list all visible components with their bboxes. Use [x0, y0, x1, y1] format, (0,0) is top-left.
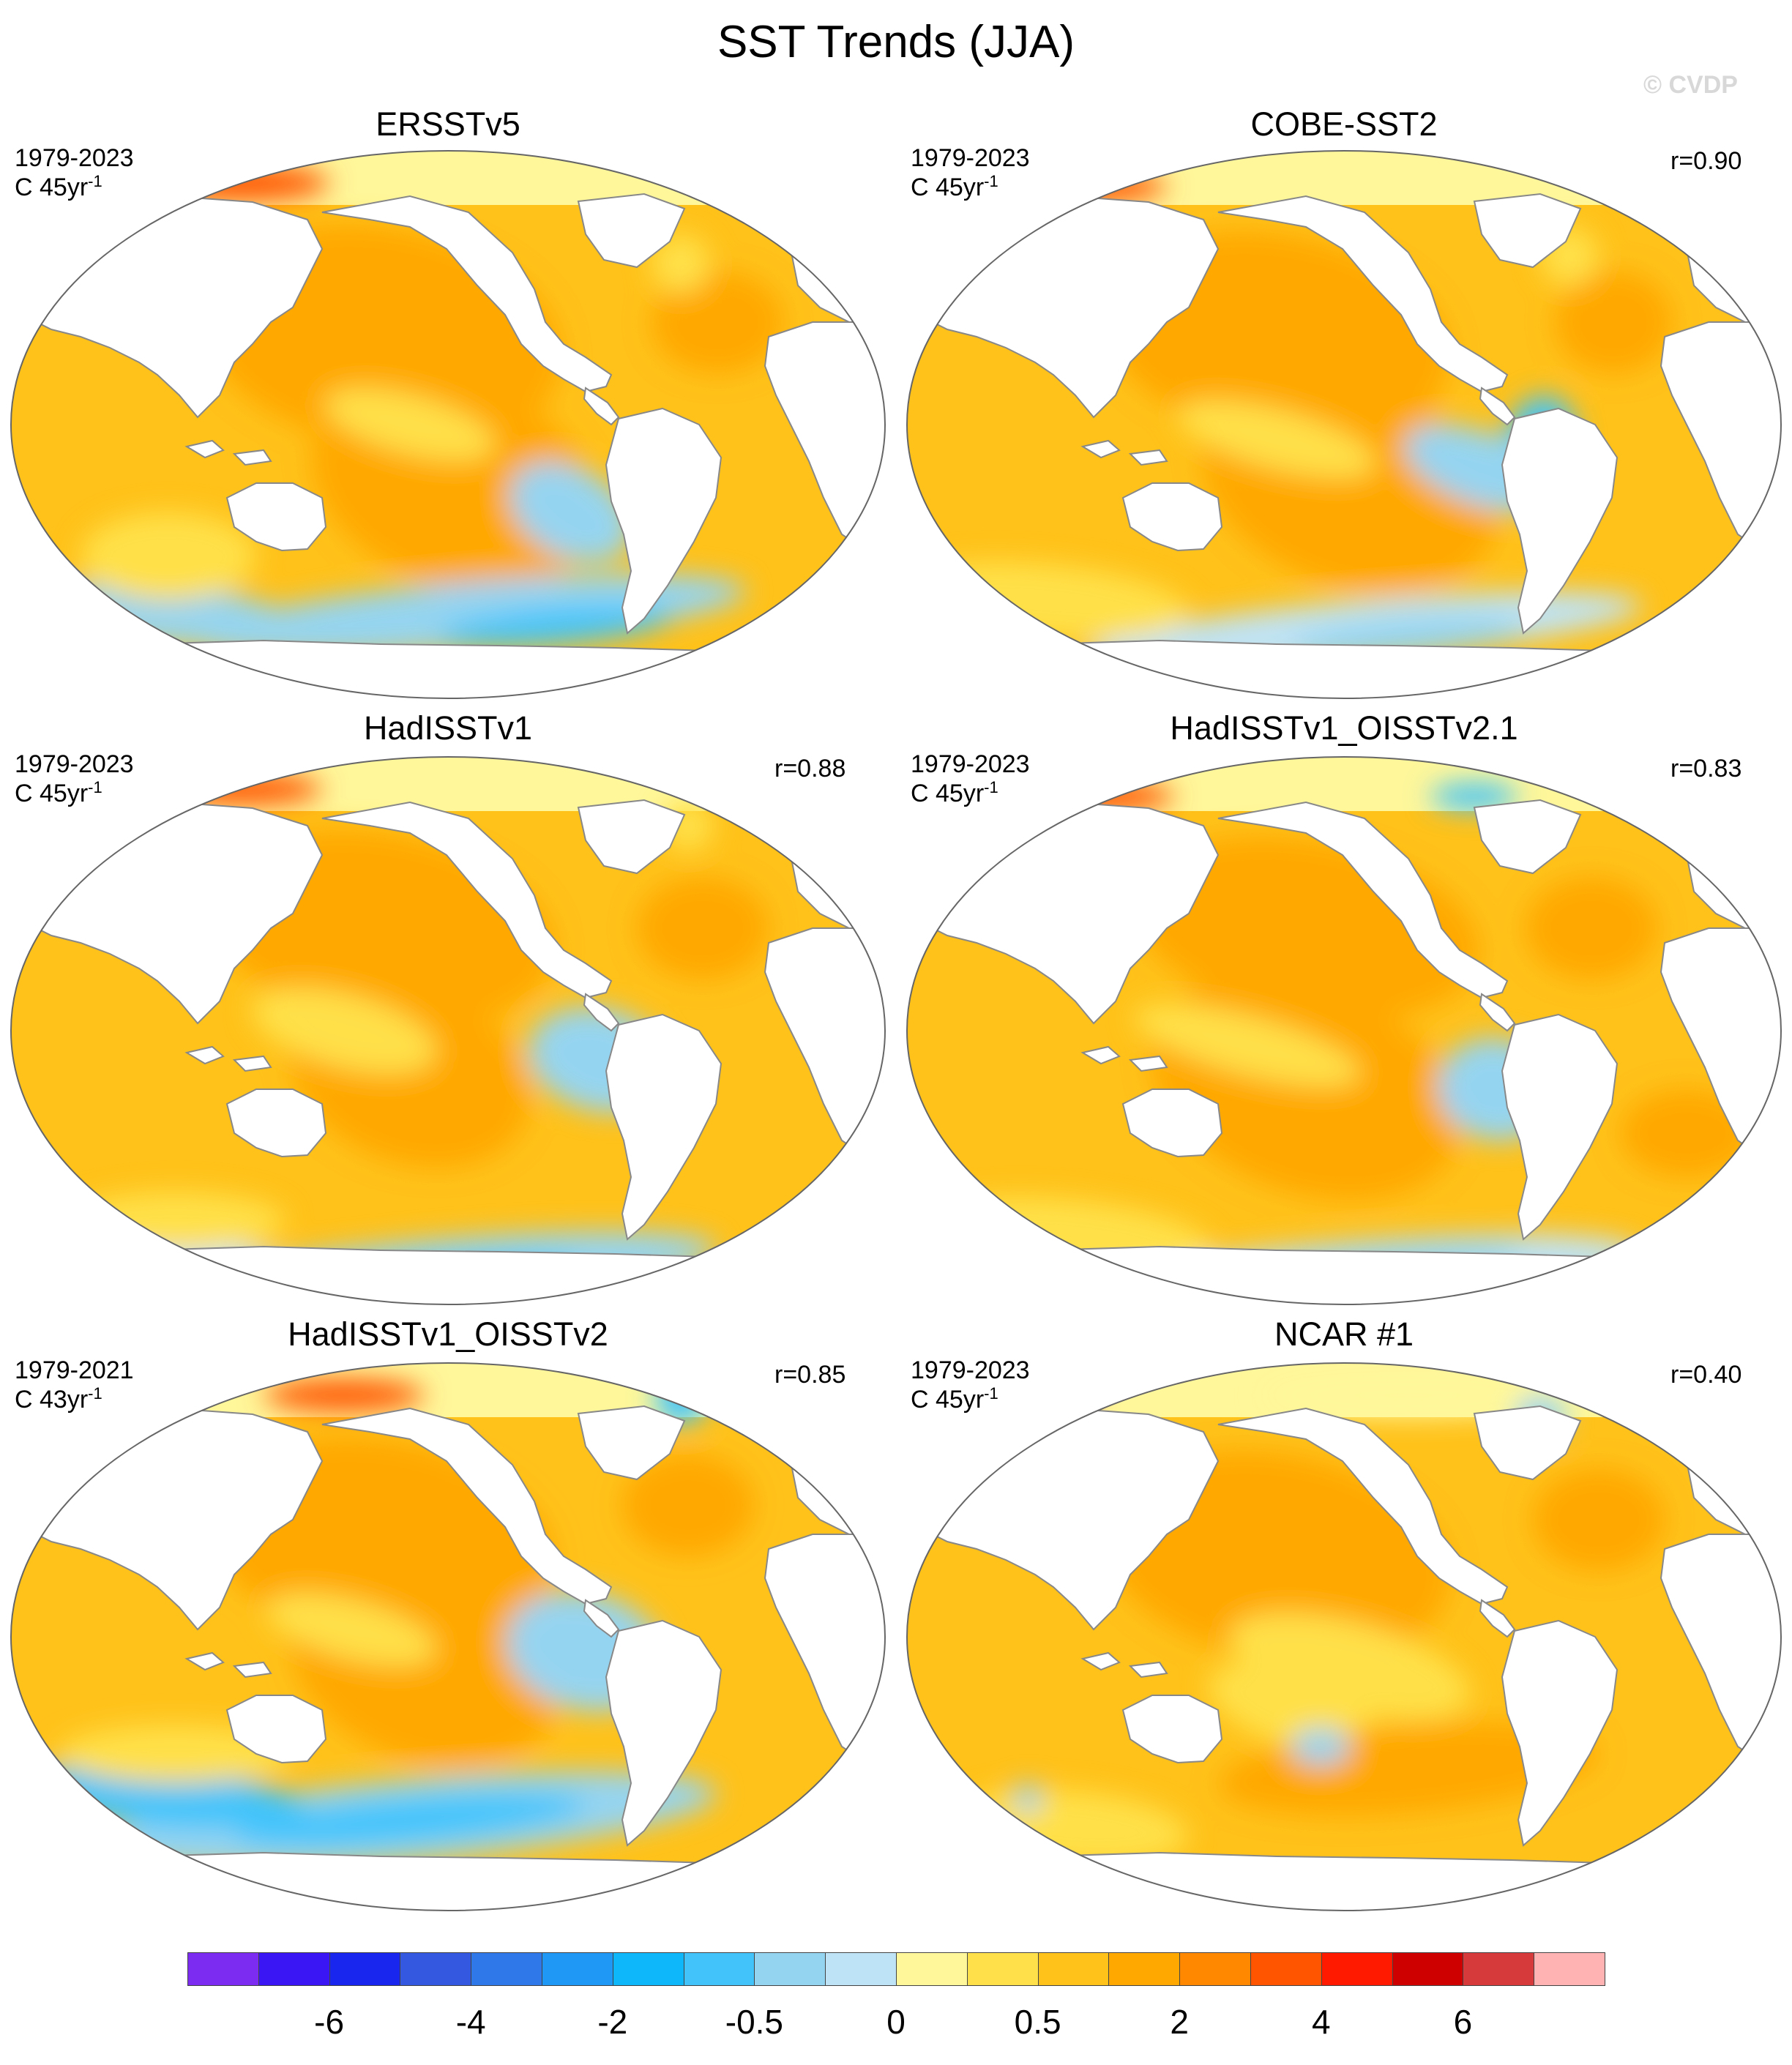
- colorbar-cell: [683, 1952, 755, 1986]
- colorbar-tick-label: 0: [886, 2003, 906, 2041]
- colorbar-cell: [612, 1952, 684, 1986]
- figure-title: SST Trends (JJA): [717, 17, 1075, 67]
- colorbar-cell: [400, 1952, 472, 1986]
- unit-label: C 45yr-1: [911, 1384, 998, 1414]
- panel-title: HadISSTv1: [363, 709, 533, 747]
- unit-label: C 43yr-1: [15, 1384, 102, 1414]
- unit-label: C 45yr-1: [15, 172, 102, 202]
- map-ersstv5: [10, 150, 886, 699]
- correlation-label: r=0.88: [774, 755, 846, 783]
- panel-info: 1979-2023 C 45yr-1: [911, 143, 1030, 202]
- unit-label: C 45yr-1: [911, 778, 998, 808]
- colorbar-cell: [471, 1952, 542, 1986]
- period-label: 1979-2023: [911, 750, 1030, 778]
- map-hadisstv1-oisstv2-1: [906, 756, 1782, 1305]
- colorbar-cell: [329, 1952, 401, 1986]
- unit-label: C 45yr-1: [15, 778, 102, 808]
- panel-title: HadISSTv1_OISSTv2.1: [1170, 709, 1518, 747]
- colorbar-tick-label: 2: [1170, 2003, 1189, 2041]
- panel-title: NCAR #1: [1274, 1315, 1414, 1353]
- correlation-label: r=0.85: [774, 1361, 846, 1389]
- panel-info: 1979-2023 C 45yr-1: [15, 750, 134, 808]
- colorbar-tick-label: -0.5: [725, 2003, 784, 2041]
- map-hadisstv1: [10, 756, 886, 1305]
- colorbar-cell: [1534, 1952, 1605, 1986]
- colorbar-cell: [542, 1952, 613, 1986]
- map-cobe-sst2: [906, 150, 1782, 699]
- colorbar-tick-label: -4: [455, 2003, 486, 2041]
- period-label: 1979-2023: [15, 144, 134, 172]
- colorbar-cell: [1037, 1952, 1110, 1986]
- colorbar-cell: [258, 1952, 330, 1986]
- period-label: 1979-2023: [15, 750, 134, 778]
- colorbar-cell: [1392, 1952, 1464, 1986]
- panel-ncar-1: NCAR #1 1979-2023 C 45yr-1 r=0.40: [896, 1315, 1792, 1930]
- colorbar-cell: [896, 1952, 968, 1986]
- period-label: 1979-2023: [911, 1356, 1030, 1384]
- colorbar-tick-label: 0.5: [1014, 2003, 1061, 2041]
- colorbar-tick-label: -6: [314, 2003, 345, 2041]
- map-ncar-1: [906, 1362, 1782, 1911]
- panel-hadisstv1-oisstv2-1: HadISSTv1_OISSTv2.1 1979-2023 C 45yr-1 r…: [896, 709, 1792, 1323]
- period-label: 1979-2023: [911, 144, 1030, 172]
- colorbar-tick-label: -2: [597, 2003, 628, 2041]
- colorbar-cell: [754, 1952, 826, 1986]
- colorbar-cell: [187, 1952, 259, 1986]
- panel-title: ERSSTv5: [376, 105, 520, 143]
- colorbar-cell: [1250, 1952, 1322, 1986]
- colorbar-cell: [1179, 1952, 1251, 1986]
- correlation-label: r=0.90: [1670, 147, 1742, 175]
- cvdp-watermark: © CVDP: [1643, 71, 1738, 99]
- map-hadisstv1-oisstv2: [10, 1362, 886, 1911]
- unit-label: C 45yr-1: [911, 172, 998, 202]
- panel-info: 1979-2023 C 45yr-1: [911, 1356, 1030, 1414]
- colorbar-tick-label: 6: [1453, 2003, 1473, 2041]
- colorbar-cell: [1463, 1952, 1535, 1986]
- panel-hadisstv1-oisstv2: HadISSTv1_OISSTv2 1979-2021 C 43yr-1 r=0…: [0, 1315, 896, 1930]
- period-label: 1979-2021: [15, 1356, 134, 1384]
- panel-hadisstv1: HadISSTv1 1979-2023 C 45yr-1 r=0.88: [0, 709, 896, 1323]
- panel-info: 1979-2023 C 45yr-1: [911, 750, 1030, 808]
- panel-title: HadISSTv1_OISSTv2: [288, 1315, 608, 1353]
- colorbar-tick-label: 4: [1312, 2003, 1331, 2041]
- panel-title: COBE-SST2: [1250, 105, 1438, 143]
- panel-info: 1979-2021 C 43yr-1: [15, 1356, 134, 1414]
- colorbar-cell: [1108, 1952, 1181, 1986]
- colorbar: [187, 1952, 1605, 1987]
- correlation-label: r=0.40: [1670, 1361, 1742, 1389]
- colorbar-cell: [825, 1952, 897, 1986]
- panel-ersstv5: ERSSTv5 1979-2023 C 45yr-1: [0, 102, 896, 717]
- colorbar-cell: [1321, 1952, 1393, 1986]
- correlation-label: r=0.83: [1670, 755, 1742, 783]
- colorbar-cell: [966, 1952, 1039, 1986]
- panel-cobe-sst2: COBE-SST2 1979-2023 C 45yr-1 r=0.90: [896, 102, 1792, 717]
- panel-info: 1979-2023 C 45yr-1: [15, 143, 134, 202]
